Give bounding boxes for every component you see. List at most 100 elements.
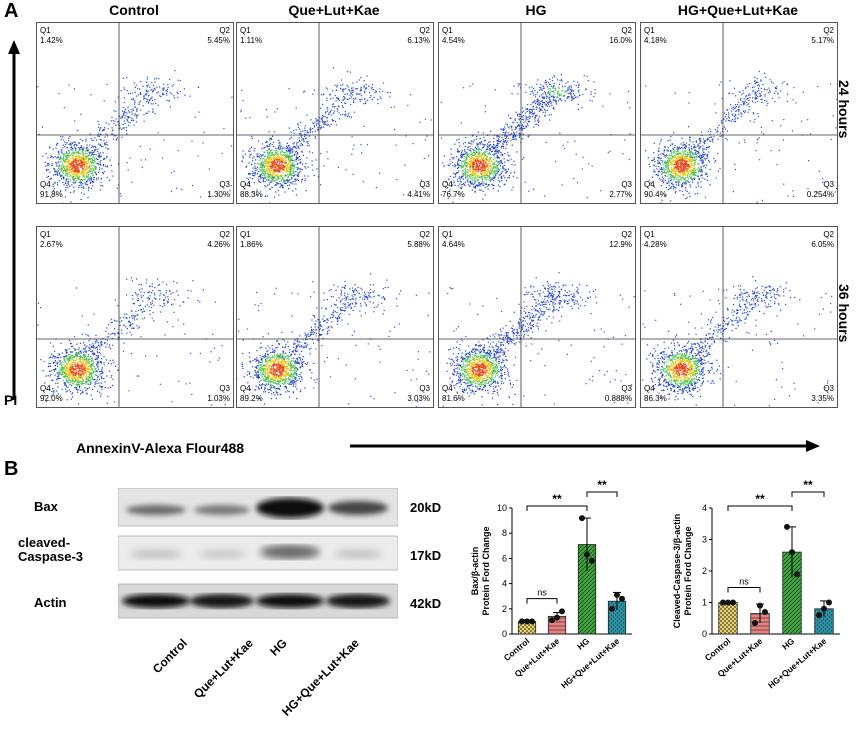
quadrant-percent: 2.67% [40, 240, 63, 250]
y-axis-label: PI [4, 392, 17, 408]
quadrant-name: Q3 [807, 180, 834, 190]
quadrant-name: Q1 [442, 26, 465, 36]
y-tick-label: 2 [702, 566, 707, 576]
y-tick-label: 4 [502, 579, 507, 589]
quadrant-name: Q2 [407, 26, 430, 36]
quadrant-percent: 3.03% [407, 394, 430, 404]
quadrant-percent: 90.4% [644, 190, 667, 200]
actin-band-lane3 [256, 594, 324, 608]
quadrant-name: Q4 [240, 180, 263, 190]
bax-band-lane3 [256, 498, 324, 518]
caspase-band-lane1 [130, 550, 182, 558]
data-point [619, 596, 625, 602]
quadrant-name: Q1 [644, 230, 667, 240]
y-axis-label: Protein Ford Change [683, 526, 693, 615]
quadrant-name: Q3 [609, 180, 632, 190]
caspase-band-lane4 [334, 550, 382, 558]
y-axis-label: Protein Ford Change [481, 526, 491, 615]
quadrant-name: Q1 [240, 26, 262, 36]
data-point [752, 620, 758, 626]
kd-actin: 42kD [410, 596, 441, 611]
data-point [794, 571, 800, 577]
category-label: Control [703, 636, 733, 663]
quadrant-name: Q2 [207, 230, 230, 240]
y-tick-label: 1 [702, 598, 707, 608]
quadrant-percent: 4.26% [207, 240, 230, 250]
quadrant-percent: 5.88% [407, 240, 430, 250]
quadrant-percent: 1.11% [240, 36, 262, 46]
blot-label-bax: Bax [34, 500, 58, 514]
quadrant-name: Q4 [644, 384, 667, 394]
y-axis-label: Cleaved-Caspase-3/β-actin [672, 514, 682, 629]
quadrant-percent: 86.3% [644, 394, 667, 404]
quadrant-name: Q2 [207, 26, 230, 36]
quadrant-name: Q4 [442, 180, 465, 190]
quadrant-name: Q1 [40, 230, 63, 240]
quadrant-name: Q2 [811, 230, 834, 240]
category-label: HG [575, 636, 591, 652]
panel-a-label: A [4, 0, 18, 23]
quadrant-name: Q4 [240, 384, 263, 394]
quadrant-percent: 89.2% [240, 394, 263, 404]
quadrant-name: Q2 [609, 26, 632, 36]
row-label-36h: 36 hours [836, 284, 852, 342]
lane-label-control: Control [131, 636, 190, 695]
data-point [816, 612, 822, 618]
quadrant-percent: 12.9% [609, 240, 632, 250]
y-tick-label: 2 [502, 604, 507, 614]
quadrant-percent: 4.28% [644, 240, 667, 250]
caspase-band-lane3 [260, 545, 320, 559]
significance-label: ** [755, 492, 765, 506]
quadrant-name: Q1 [644, 26, 667, 36]
data-point [559, 608, 565, 614]
quadrant-percent: 1.86% [240, 240, 263, 250]
significance-label: ** [803, 480, 813, 492]
quadrant-percent: 5.45% [207, 36, 230, 46]
quadrant-percent: 6.05% [811, 240, 834, 250]
quadrant-name: Q1 [442, 230, 465, 240]
actin-band-lane4 [326, 594, 390, 608]
quadrant-percent: 0.888% [605, 394, 632, 404]
quadrant-name: Q3 [207, 180, 230, 190]
lane-label-que-lut-kae: Que+Lut+Kae [182, 636, 256, 710]
quadrant-percent: 1.42% [40, 36, 63, 46]
blot-label-caspase: cleaved- Caspase-3 [18, 536, 83, 564]
quadrant-name: Q3 [811, 384, 834, 394]
data-point [589, 558, 595, 564]
bax-band-lane2 [194, 505, 250, 515]
data-point [614, 592, 620, 598]
significance-label: ns [739, 577, 749, 587]
bar [719, 603, 738, 635]
quadrant-percent: 4.54% [442, 36, 465, 46]
y-axis-label: Bax/β-actin [470, 547, 480, 596]
quadrant-percent: 16.0% [609, 36, 632, 46]
data-point [762, 609, 768, 615]
data-point [757, 603, 763, 609]
y-tick-label: 0 [502, 629, 507, 639]
quadrant-percent: 2.77% [609, 190, 632, 200]
data-point [584, 552, 590, 558]
quadrant-percent: 1.03% [207, 394, 230, 404]
